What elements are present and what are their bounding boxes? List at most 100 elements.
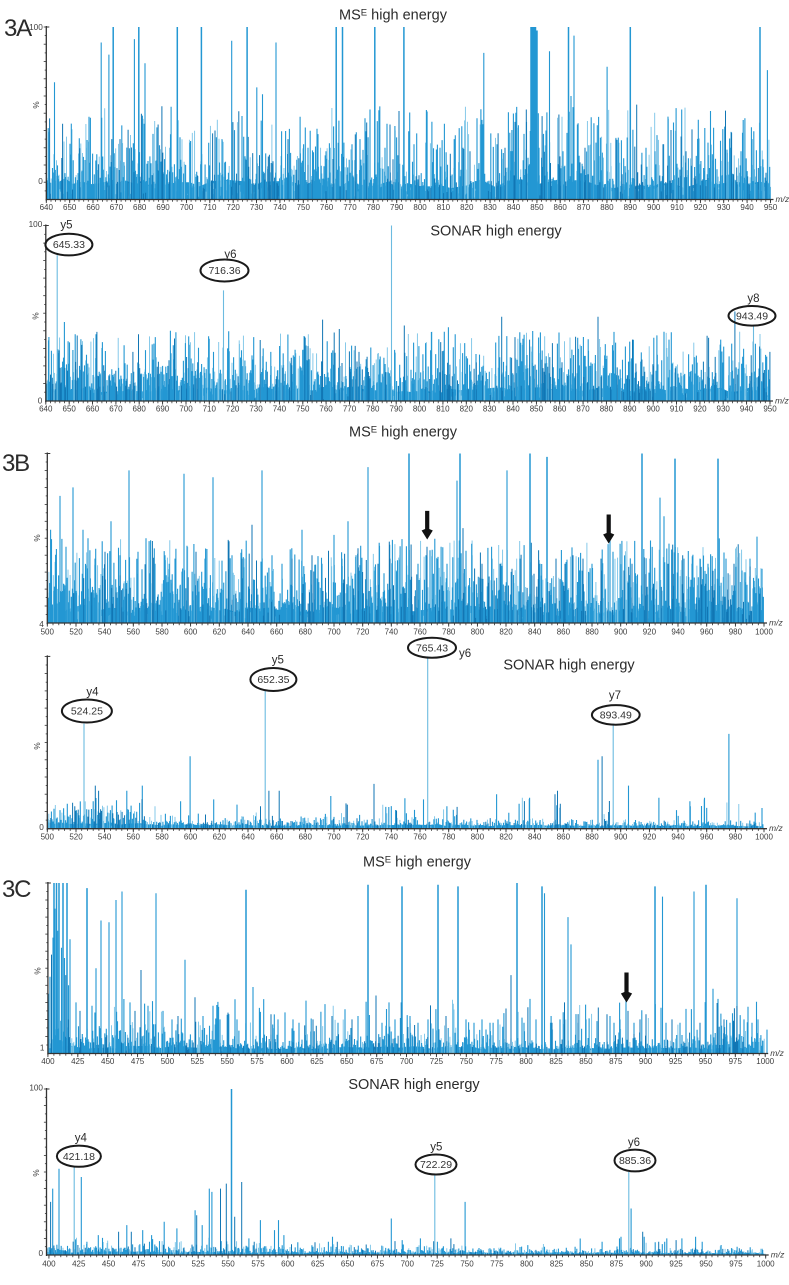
svg-text:980: 980: [729, 628, 743, 637]
svg-text:900: 900: [639, 1057, 653, 1066]
svg-text:775: 775: [490, 1260, 504, 1269]
svg-text:500: 500: [161, 1057, 175, 1066]
svg-text:580: 580: [155, 628, 169, 637]
svg-text:650: 650: [63, 405, 77, 414]
svg-text:680: 680: [299, 628, 313, 637]
svg-text:645.33: 645.33: [53, 239, 85, 251]
svg-text:675: 675: [370, 1057, 384, 1066]
svg-text:700: 700: [327, 628, 341, 637]
svg-text:800: 800: [471, 628, 485, 637]
svg-text:800: 800: [413, 203, 427, 212]
svg-text:500: 500: [162, 1260, 176, 1269]
svg-text:940: 940: [740, 405, 754, 414]
svg-text:860: 860: [554, 203, 568, 212]
svg-text:720: 720: [356, 628, 370, 637]
svg-text:840: 840: [506, 405, 520, 414]
svg-text:900: 900: [640, 1260, 654, 1269]
svg-text:y5: y5: [60, 220, 72, 232]
svg-text:770: 770: [343, 203, 357, 212]
svg-text:870: 870: [577, 203, 591, 212]
svg-text:MSE high energy: MSE high energy: [339, 8, 448, 24]
svg-text:725: 725: [430, 1057, 444, 1066]
svg-text:580: 580: [155, 833, 169, 842]
svg-text:910: 910: [670, 203, 684, 212]
svg-text:975: 975: [729, 1260, 743, 1269]
svg-text:950: 950: [763, 405, 777, 414]
svg-text:760: 760: [319, 405, 333, 414]
svg-text:m/z: m/z: [770, 1048, 784, 1058]
svg-text:525: 525: [192, 1260, 206, 1269]
svg-text:3A: 3A: [4, 15, 32, 42]
svg-text:550: 550: [221, 1057, 235, 1066]
svg-text:810: 810: [437, 203, 451, 212]
svg-text:600: 600: [281, 1260, 295, 1269]
svg-text:3C: 3C: [2, 876, 31, 903]
svg-text:600: 600: [184, 833, 198, 842]
svg-text:730: 730: [249, 405, 263, 414]
svg-text:830: 830: [483, 405, 497, 414]
svg-text:885.36: 885.36: [619, 1155, 651, 1167]
svg-text:1000: 1000: [755, 628, 773, 637]
svg-text:860: 860: [557, 628, 571, 637]
svg-text:790: 790: [390, 405, 404, 414]
svg-text:880: 880: [585, 628, 599, 637]
svg-text:830: 830: [483, 203, 497, 212]
svg-text:y4: y4: [86, 687, 99, 699]
svg-text:475: 475: [131, 1057, 145, 1066]
svg-text:880: 880: [600, 405, 614, 414]
svg-text:620: 620: [213, 833, 227, 842]
svg-text:780: 780: [442, 628, 456, 637]
svg-text:780: 780: [442, 833, 456, 842]
svg-text:540: 540: [98, 833, 112, 842]
svg-text:1: 1: [40, 1044, 45, 1053]
svg-text:y7: y7: [609, 690, 621, 702]
svg-text:y4: y4: [75, 1133, 88, 1145]
svg-text:MSE high energy: MSE high energy: [349, 425, 458, 441]
svg-text:620: 620: [213, 628, 227, 637]
svg-text:850: 850: [530, 203, 544, 212]
svg-text:MSE high energy: MSE high energy: [363, 855, 472, 871]
svg-text:900: 900: [614, 628, 628, 637]
svg-text:1000: 1000: [755, 833, 773, 842]
svg-text:740: 740: [273, 203, 287, 212]
svg-text:0: 0: [38, 397, 43, 406]
svg-text:750: 750: [296, 405, 310, 414]
svg-text:825: 825: [550, 1260, 564, 1269]
svg-text:640: 640: [39, 405, 53, 414]
svg-text:820: 820: [499, 833, 513, 842]
svg-text:680: 680: [133, 405, 147, 414]
svg-text:975: 975: [729, 1057, 743, 1066]
svg-text:820: 820: [499, 628, 513, 637]
svg-text:840: 840: [507, 203, 521, 212]
svg-text:525: 525: [191, 1057, 205, 1066]
svg-text:560: 560: [127, 628, 141, 637]
svg-text:850: 850: [580, 1260, 594, 1269]
svg-text:700: 700: [327, 833, 341, 842]
svg-text:940: 940: [671, 833, 685, 842]
svg-text:100: 100: [29, 1084, 43, 1093]
svg-text:925: 925: [669, 1260, 683, 1269]
svg-text:893.49: 893.49: [600, 710, 632, 722]
svg-text:660: 660: [86, 203, 100, 212]
svg-text:421.18: 421.18: [63, 1151, 95, 1163]
svg-text:660: 660: [86, 405, 100, 414]
svg-text:875: 875: [609, 1057, 623, 1066]
svg-text:950: 950: [764, 203, 778, 212]
svg-text:m/z: m/z: [769, 618, 783, 628]
svg-text:%: %: [33, 742, 42, 749]
svg-text:625: 625: [310, 1057, 324, 1066]
svg-text:%: %: [33, 967, 42, 974]
svg-text:943.49: 943.49: [736, 310, 768, 322]
svg-text:690: 690: [156, 405, 170, 414]
svg-text:0: 0: [38, 1249, 43, 1258]
svg-text:725: 725: [431, 1260, 445, 1269]
svg-text:y5: y5: [430, 1142, 442, 1154]
svg-text:775: 775: [490, 1057, 504, 1066]
svg-text:y6: y6: [224, 249, 236, 261]
svg-text:700: 700: [180, 203, 194, 212]
svg-text:0: 0: [39, 823, 44, 832]
svg-text:700: 700: [400, 1057, 414, 1066]
svg-text:800: 800: [413, 405, 427, 414]
svg-text:SONAR high energy: SONAR high energy: [348, 1077, 480, 1093]
svg-text:810: 810: [436, 405, 450, 414]
